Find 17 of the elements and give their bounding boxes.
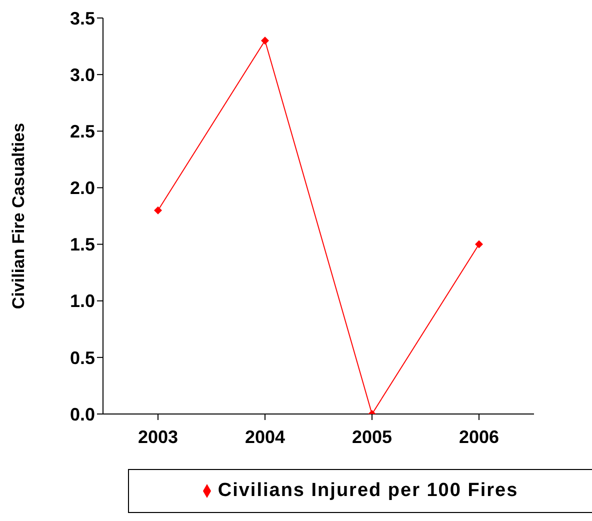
legend-label: Civilians Injured per 100 Fires bbox=[218, 480, 518, 501]
y-axis-title: Civilian Fire Casualties bbox=[9, 122, 28, 310]
x-tick-label: 2003 bbox=[138, 426, 178, 447]
y-tick-label: 0.5 bbox=[70, 348, 95, 368]
point bbox=[475, 240, 483, 248]
y-tick-label: 3.0 bbox=[70, 64, 95, 85]
y-tick-label: 0.0 bbox=[70, 404, 95, 424]
y-tick-label: 2.5 bbox=[70, 122, 95, 142]
x-tick-label: 2005 bbox=[352, 426, 392, 447]
y-tick-label: 2.0 bbox=[70, 178, 95, 198]
y-tick-label: 3.5 bbox=[70, 8, 95, 28]
x-tick-label: 2006 bbox=[458, 426, 500, 447]
y-tick-label: 1.0 bbox=[70, 291, 95, 312]
x-tick-label: 2004 bbox=[244, 426, 286, 447]
y-tick-label: 1.5 bbox=[70, 234, 95, 255]
point bbox=[261, 36, 269, 45]
point bbox=[154, 206, 162, 214]
